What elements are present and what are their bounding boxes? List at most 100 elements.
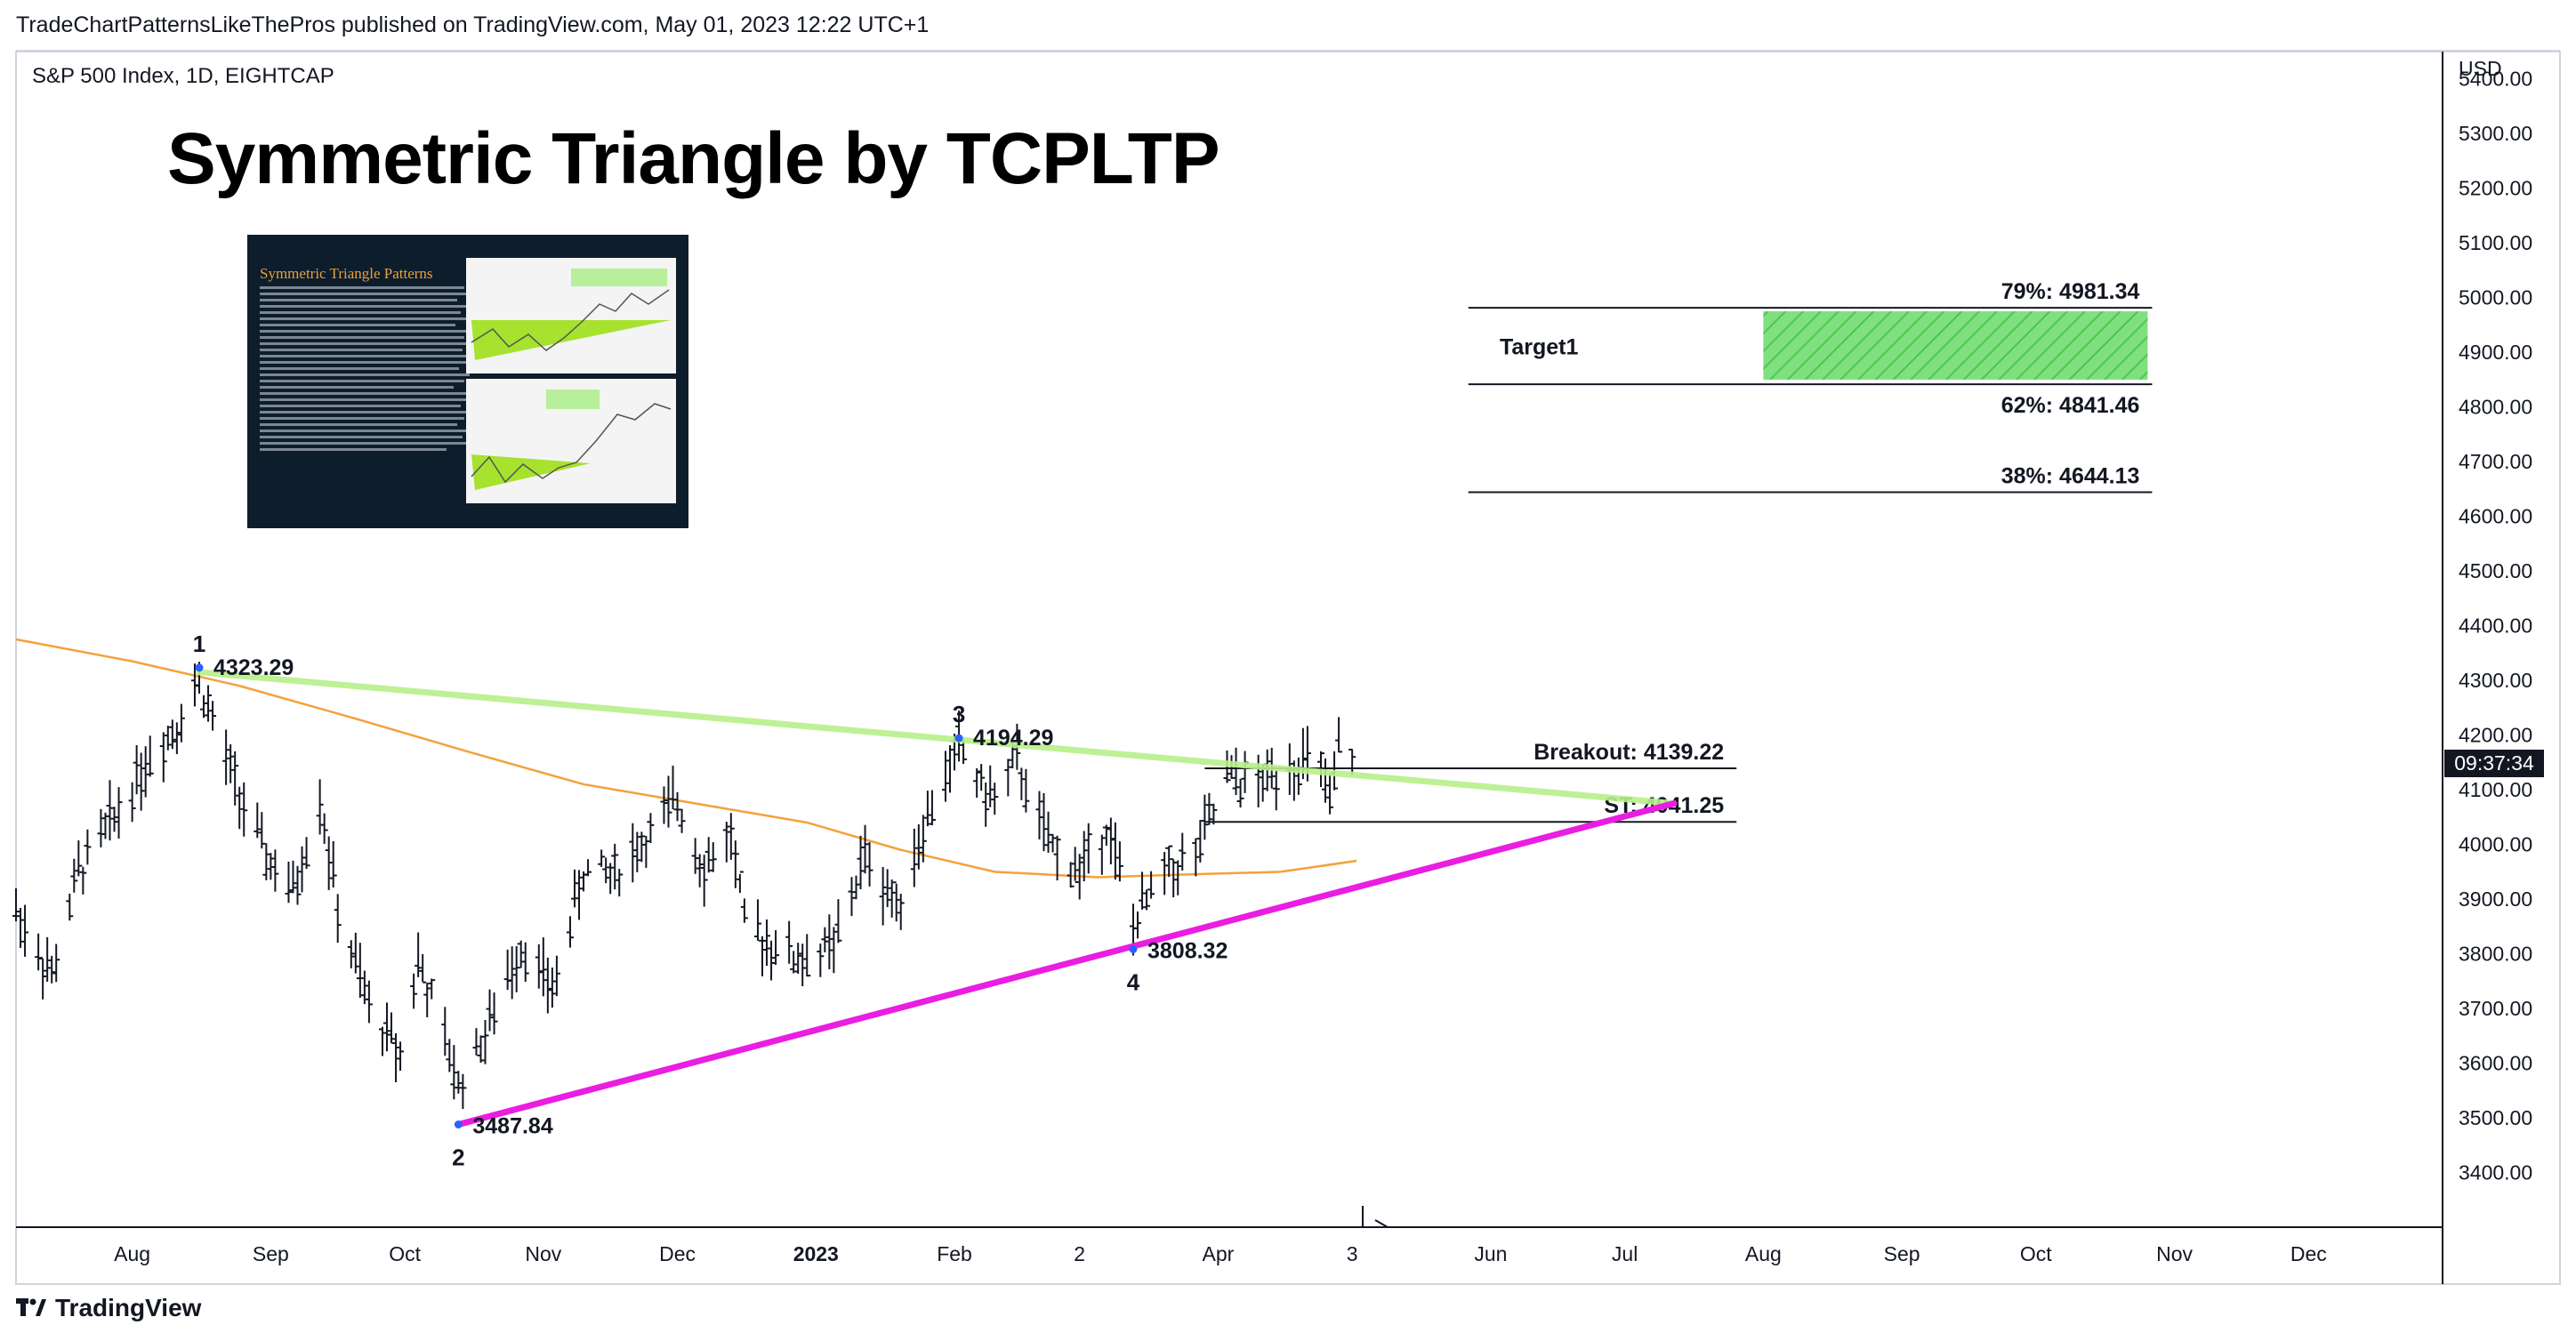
price-bar xyxy=(1196,819,1204,863)
price-bar xyxy=(696,854,704,887)
price-bar xyxy=(740,898,748,923)
price-bar xyxy=(1111,822,1119,880)
price-bar xyxy=(423,983,431,1017)
price-bar xyxy=(638,831,646,863)
price-bar xyxy=(159,732,167,783)
price-bar xyxy=(48,955,56,984)
price-bar xyxy=(164,726,172,751)
price-bar xyxy=(52,944,60,983)
target-label: Target1 xyxy=(1500,335,1579,360)
symbol-label[interactable]: S&P 500 Index, 1D, EIGHTCAP xyxy=(32,64,334,88)
price-bar xyxy=(1201,794,1209,840)
tradingview-logo-icon xyxy=(16,1298,46,1318)
x-tick-label: 2023 xyxy=(793,1242,839,1265)
price-bar xyxy=(1326,773,1334,815)
price-bar xyxy=(535,944,543,989)
price-bar xyxy=(830,927,838,974)
price-bar xyxy=(825,914,833,969)
price-bar xyxy=(790,951,798,974)
price-bar xyxy=(928,790,936,826)
price-bar xyxy=(973,767,981,799)
price-bar xyxy=(517,940,525,968)
price-bar xyxy=(1232,747,1240,795)
price-bar xyxy=(1022,768,1030,813)
price-bar xyxy=(1134,911,1142,939)
price-bar xyxy=(503,949,511,991)
price-bar xyxy=(508,946,516,1000)
price-bar xyxy=(1170,858,1178,898)
price-bar xyxy=(79,866,87,895)
price-bar xyxy=(472,1028,480,1056)
level-label: Breakout: 4139.22 xyxy=(1534,740,1724,765)
price-bar xyxy=(39,957,47,1000)
price-bar xyxy=(642,836,650,868)
price-bar xyxy=(611,843,619,890)
price-bar xyxy=(392,1032,400,1083)
price-bar xyxy=(660,786,668,824)
y-tick-label: 4600.00 xyxy=(2459,505,2532,528)
price-bar xyxy=(584,859,592,877)
price-bar xyxy=(521,942,529,983)
price-bar xyxy=(803,934,811,977)
y-tick-label: 3600.00 xyxy=(2459,1052,2532,1075)
price-bar xyxy=(991,783,999,815)
pivot-price-label: 3808.32 xyxy=(1147,938,1228,963)
x-tick-label: Sep xyxy=(253,1242,289,1265)
price-bar xyxy=(329,840,337,888)
price-bar xyxy=(205,685,213,722)
price-bar xyxy=(298,846,306,893)
price-bar xyxy=(852,875,860,900)
price-bar xyxy=(1147,871,1155,899)
y-tick-label: 3800.00 xyxy=(2459,943,2532,966)
price-bar xyxy=(44,936,52,983)
price-bar xyxy=(66,893,74,921)
inset-thumb-symmetric xyxy=(466,379,676,503)
inset-heading: Symmetric Triangle Patterns xyxy=(260,265,433,282)
price-bar xyxy=(397,1041,405,1072)
footer-branding[interactable]: TradingView xyxy=(16,1294,201,1322)
price-bar xyxy=(177,703,185,743)
price-bar xyxy=(1067,862,1075,888)
price-bar xyxy=(101,812,109,839)
price-bar xyxy=(1161,852,1169,895)
price-bar xyxy=(1348,748,1356,775)
price-bar xyxy=(262,843,270,880)
price-bar xyxy=(910,828,918,887)
price-bar xyxy=(106,780,114,841)
x-tick-label: Nov xyxy=(2156,1242,2193,1265)
price-bar xyxy=(382,1002,390,1052)
y-tick-label: 4200.00 xyxy=(2459,724,2532,747)
price-bar xyxy=(946,745,954,793)
x-tick-label: Oct xyxy=(389,1242,421,1265)
price-bar xyxy=(173,722,181,755)
price-bar xyxy=(848,877,856,917)
price-bar xyxy=(1102,824,1110,847)
price-bar xyxy=(700,855,708,907)
price-bar xyxy=(1107,817,1115,865)
price-bar xyxy=(1192,838,1200,877)
price-bar xyxy=(1236,778,1244,808)
x-tick-label: Aug xyxy=(1745,1242,1782,1265)
price-bar xyxy=(75,840,83,877)
price-bar xyxy=(347,940,355,968)
y-tick-label: 4300.00 xyxy=(2459,669,2532,692)
price-bar xyxy=(986,765,994,807)
price-bar xyxy=(97,808,105,847)
pivot-number: 1 xyxy=(193,630,205,657)
price-bar xyxy=(678,808,686,833)
price-bar xyxy=(490,992,498,1035)
price-bar xyxy=(356,943,364,999)
price-bar xyxy=(919,815,927,863)
target-zone xyxy=(1763,311,2148,380)
x-tick-label: Dec xyxy=(2290,1242,2327,1265)
y-tick-label: 5100.00 xyxy=(2459,231,2532,254)
price-bar xyxy=(799,944,807,986)
price-bar xyxy=(1205,792,1213,825)
y-tick-label: 4400.00 xyxy=(2459,614,2532,638)
price-bar xyxy=(428,978,436,1000)
price-bar xyxy=(133,744,141,795)
price-bar xyxy=(200,695,208,719)
price-bar xyxy=(334,894,342,944)
y-tick-label: 4900.00 xyxy=(2459,341,2532,364)
